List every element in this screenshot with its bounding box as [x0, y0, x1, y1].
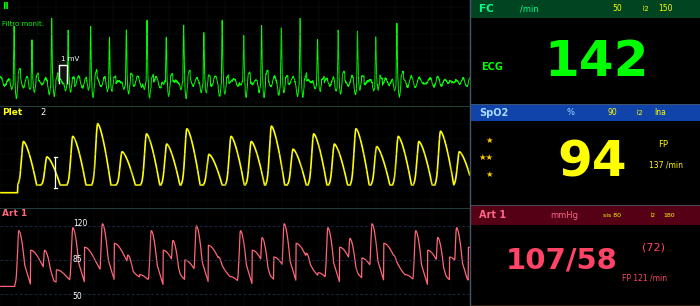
Text: Art 1: Art 1	[479, 210, 506, 220]
Text: 94: 94	[557, 139, 626, 187]
Text: 180: 180	[663, 213, 675, 218]
Text: ★: ★	[486, 170, 493, 179]
Text: FC: FC	[479, 4, 493, 14]
FancyBboxPatch shape	[470, 104, 700, 121]
Text: ★: ★	[486, 136, 493, 145]
Text: 107/58: 107/58	[506, 247, 617, 274]
FancyBboxPatch shape	[470, 0, 700, 18]
Text: 137 /min: 137 /min	[650, 160, 683, 169]
Text: ⌇2: ⌇2	[650, 213, 655, 218]
Text: Art 1: Art 1	[2, 209, 27, 218]
Text: FP: FP	[659, 140, 668, 149]
Text: ★★: ★★	[479, 153, 494, 162]
Text: ⌇2: ⌇2	[636, 110, 643, 116]
Text: Plet: Plet	[2, 108, 22, 117]
Text: 50: 50	[612, 4, 622, 13]
Text: 90: 90	[608, 108, 617, 117]
FancyBboxPatch shape	[57, 61, 69, 85]
Text: 85: 85	[73, 256, 83, 264]
Text: 142: 142	[544, 39, 649, 86]
Text: %: %	[566, 108, 575, 117]
Text: FP 121 /min: FP 121 /min	[622, 273, 667, 282]
Text: II: II	[2, 2, 9, 11]
Text: ECG: ECG	[481, 62, 503, 72]
Text: (72): (72)	[643, 242, 666, 252]
Text: 150: 150	[659, 4, 673, 13]
Text: ⌇2: ⌇2	[643, 6, 650, 12]
Text: Filtro monit.: Filtro monit.	[2, 21, 44, 27]
Text: /min: /min	[520, 4, 539, 13]
Text: sis 80: sis 80	[603, 213, 622, 218]
Text: Ina: Ina	[654, 108, 666, 117]
Text: 120: 120	[73, 219, 88, 228]
Text: 50: 50	[73, 292, 83, 301]
FancyBboxPatch shape	[470, 205, 700, 225]
Text: 2: 2	[40, 108, 46, 117]
Text: 1 mV: 1 mV	[61, 56, 79, 62]
Text: mmHg: mmHg	[550, 211, 578, 220]
Text: SpO2: SpO2	[479, 108, 508, 118]
